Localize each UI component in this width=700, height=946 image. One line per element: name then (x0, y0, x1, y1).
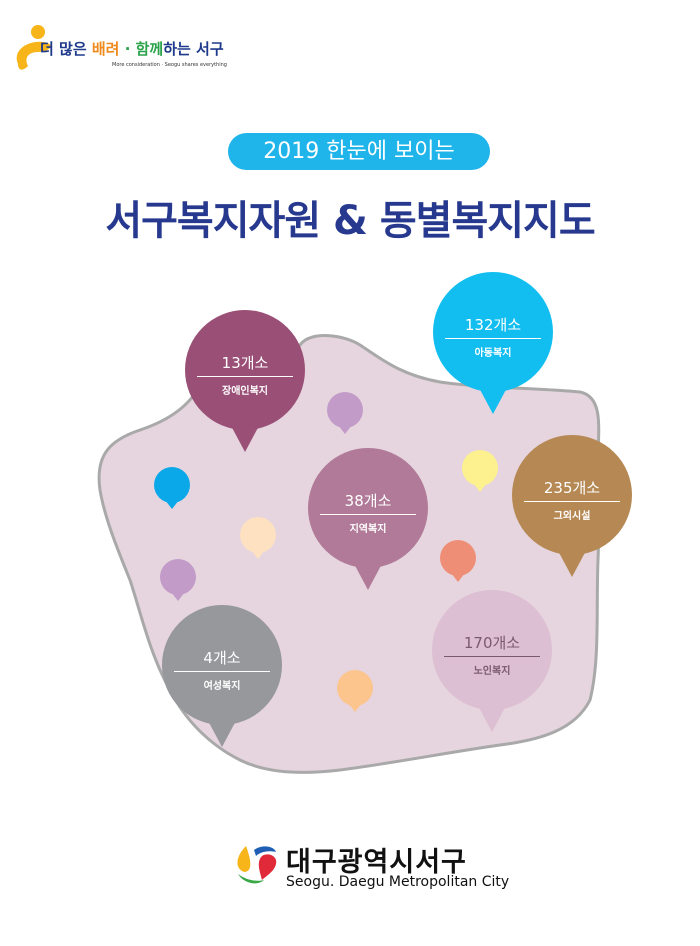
facility-count: 13개소 (197, 352, 293, 377)
bubble-marker (308, 448, 428, 590)
facility-count: 170개소 (444, 632, 540, 657)
facility-category: 장애인복지 (222, 386, 268, 397)
facility-category: 아동복지 (474, 348, 512, 359)
pin-marker (240, 517, 276, 559)
bubble-marker (185, 310, 305, 452)
pin-marker (154, 467, 190, 509)
page-title: 서구복지자원 & 동별복지지도 (105, 198, 595, 244)
slogan-logo-mark (16, 25, 51, 70)
pin-marker (462, 450, 498, 492)
facility-count: 38개소 (320, 490, 416, 515)
pin-marker (337, 670, 373, 712)
org-name-english: Seogu. Daegu Metropolitan City (286, 874, 510, 890)
pin-marker (160, 559, 196, 601)
slogan-text: 더 많은 배려 · 함께하는 서구 (40, 40, 224, 58)
facility-category: 지역복지 (349, 524, 387, 535)
facility-category: 여성복지 (203, 681, 241, 692)
facility-count: 132개소 (445, 314, 541, 339)
facility-category: 그외시설 (553, 511, 591, 522)
facility-category: 노인복지 (473, 666, 511, 677)
bubble-marker (512, 435, 632, 577)
facility-count: 4개소 (174, 647, 270, 672)
bubble-marker (162, 605, 282, 747)
pin-marker (440, 540, 476, 582)
seogu-emblem (237, 846, 277, 884)
bubble-marker (432, 590, 552, 732)
pin-marker (327, 392, 363, 434)
bubble-marker (433, 272, 553, 414)
year-pill: 2019 한눈에 보이는 (228, 133, 490, 170)
slogan-english: More consideration · Seogu shares everyt… (112, 62, 227, 68)
small-pins (154, 392, 498, 712)
facility-count: 235개소 (524, 477, 620, 502)
org-name-korean: 대구광역시서구 (286, 847, 467, 878)
